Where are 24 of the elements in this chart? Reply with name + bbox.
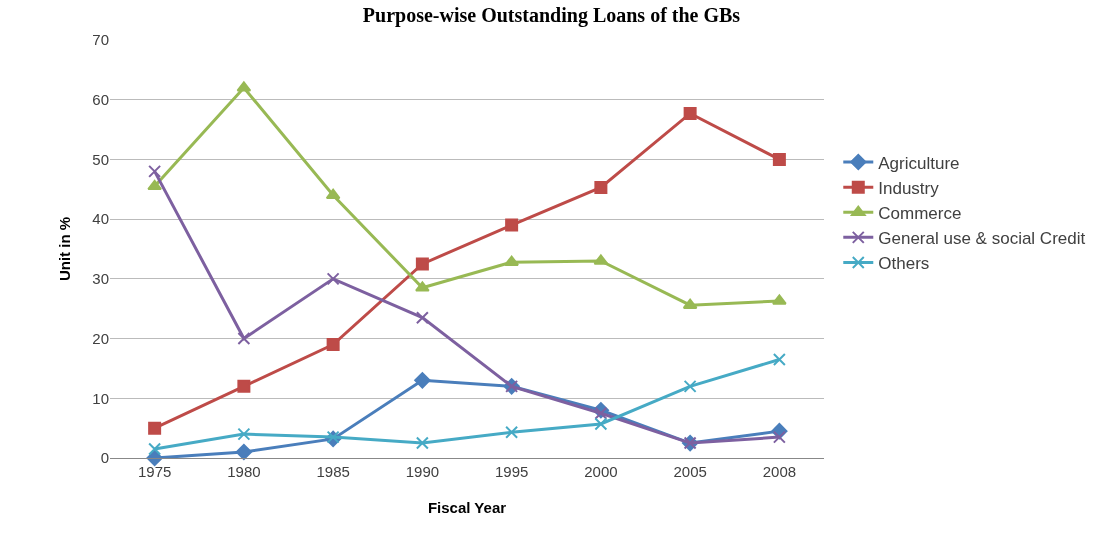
- legend-label: Industry: [878, 178, 940, 198]
- y-tick-label: 10: [92, 389, 109, 407]
- y-tick-label: 30: [92, 270, 109, 288]
- y-tick-label: 40: [92, 210, 109, 228]
- legend-label: Agriculture: [878, 153, 960, 173]
- legend-label: Commerce: [878, 203, 962, 223]
- legend-label: Others: [878, 254, 930, 274]
- legend-label: General use & social Credit: [878, 228, 1086, 248]
- x-tick-label: 2008: [762, 463, 797, 480]
- y-tick-label: 70: [92, 31, 109, 49]
- y-axis-title: Unit in %: [56, 216, 73, 282]
- y-tick-label: 50: [92, 150, 109, 168]
- x-tick-label: 1980: [227, 463, 261, 480]
- y-tick-label: 0: [100, 449, 109, 467]
- x-tick-label: 1990: [405, 463, 440, 480]
- x-tick-label: 2005: [673, 463, 707, 480]
- x-tick-label: 1995: [494, 463, 529, 480]
- x-tick-label: 1975: [137, 463, 172, 480]
- chart-title: Purpose-wise Outstanding Loans of the GBs: [362, 4, 741, 28]
- x-axis-title: Fiscal Year: [427, 499, 507, 516]
- x-tick-label: 2000: [584, 463, 618, 480]
- y-tick-label: 60: [92, 90, 109, 108]
- x-tick-label: 1985: [316, 463, 350, 480]
- y-tick-label: 20: [92, 329, 109, 347]
